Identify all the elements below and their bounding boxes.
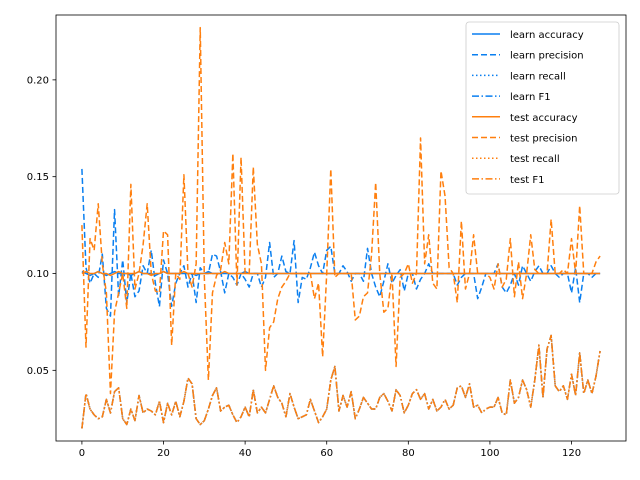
y-tick-label: 0.20 [27, 75, 49, 86]
y-axis: 0.05 0.10 0.15 0.20 [27, 75, 56, 377]
plot-area [81, 26, 601, 429]
x-axis: 0 20 40 60 80 100 120 [79, 441, 581, 459]
x-tick-label: 60 [320, 448, 333, 459]
series-line-test-precision [81, 26, 601, 395]
legend-box [465, 21, 620, 195]
y-tick-label: 0.05 [27, 366, 49, 377]
x-tick-label: 80 [402, 448, 415, 459]
legend-label-test-precision: test precision [510, 134, 578, 145]
series-line-learn-precision [81, 168, 601, 317]
series-line-test-f1 [81, 334, 601, 429]
legend: learn accuracy learn precision learn recal… [465, 21, 620, 195]
legend-label-test-f1: test F1 [510, 175, 545, 186]
x-tick-label: 120 [562, 448, 581, 459]
legend-label-test-recall: test recall [510, 154, 560, 165]
legend-label-learn-recall: learn recall [510, 71, 566, 82]
legend-label-learn-f1: learn F1 [510, 92, 551, 103]
y-tick-label: 0.10 [27, 269, 49, 280]
axes-frame [55, 14, 627, 442]
legend-label-learn-precision: learn precision [510, 51, 584, 62]
legend-label-test-accuracy: test accuracy [510, 113, 578, 124]
y-tick-label: 0.15 [27, 172, 49, 183]
legend-label-learn-accuracy: learn accuracy [510, 30, 584, 41]
x-tick-label: 100 [480, 448, 499, 459]
x-tick-label: 0 [79, 448, 85, 459]
series-line-test-accuracy [81, 270, 601, 277]
x-tick-label: 20 [157, 448, 170, 459]
x-tick-label: 40 [239, 448, 252, 459]
